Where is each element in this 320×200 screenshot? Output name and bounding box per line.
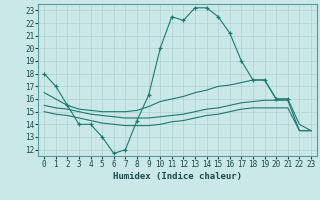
X-axis label: Humidex (Indice chaleur): Humidex (Indice chaleur) [113,172,242,181]
